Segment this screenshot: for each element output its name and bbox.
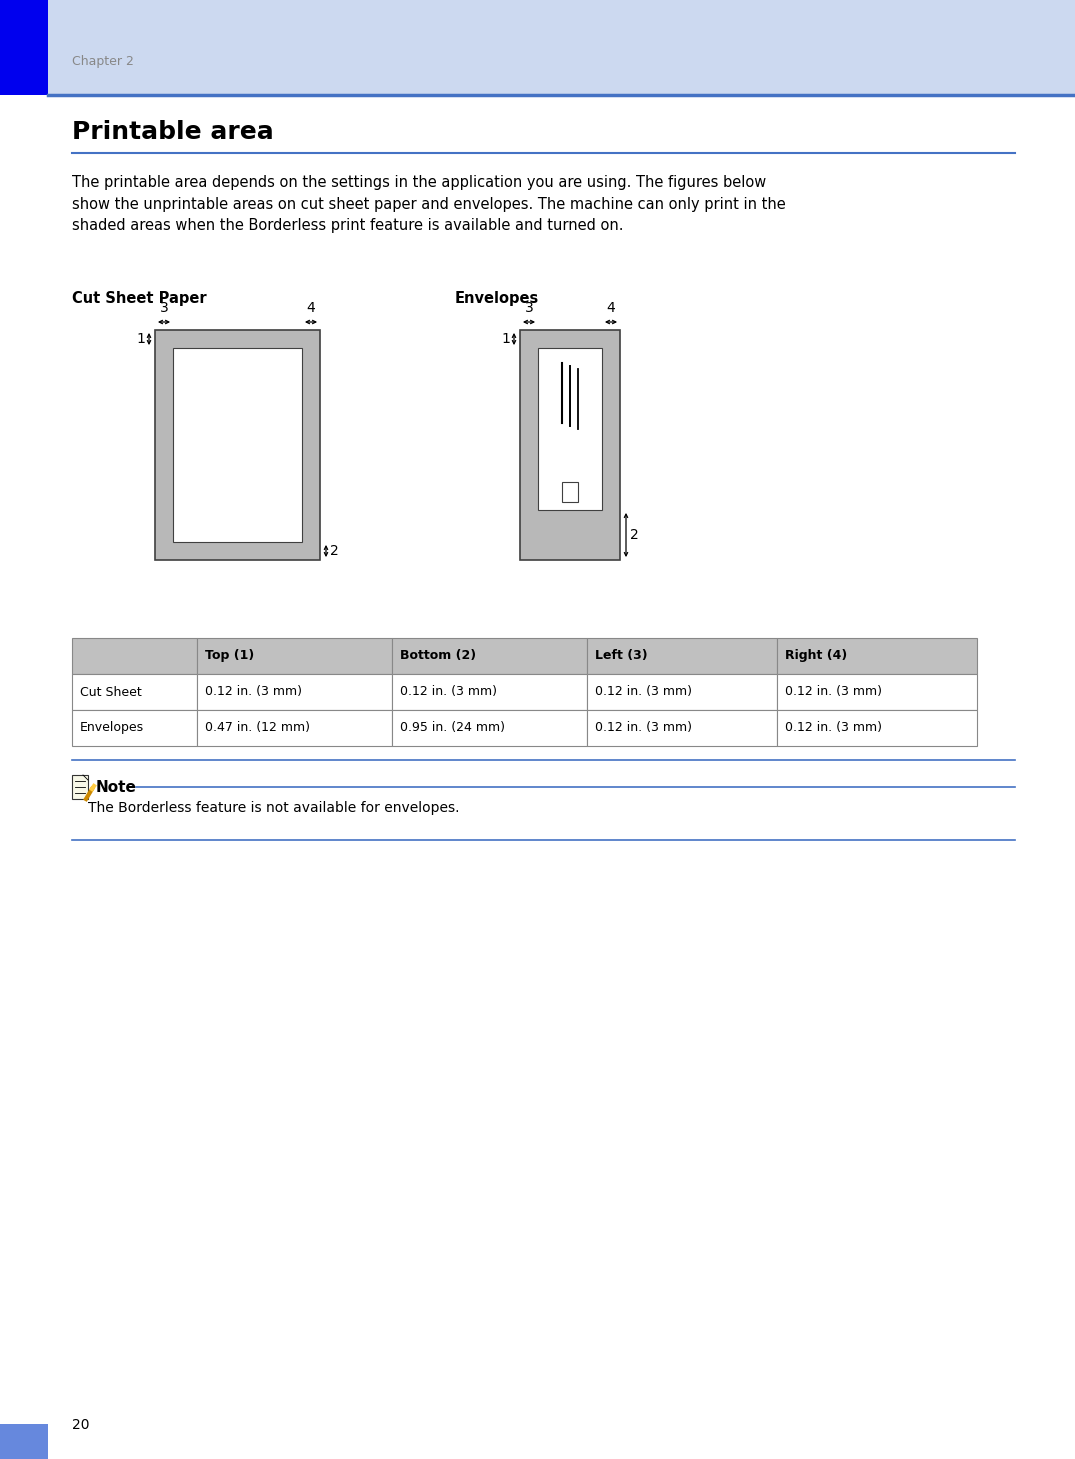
Text: Right (4): Right (4) — [785, 649, 847, 662]
Bar — [197, 638, 392, 674]
Bar — [392, 711, 587, 746]
Text: 1: 1 — [137, 333, 145, 346]
Bar — [197, 711, 392, 746]
Bar — [0, 0, 1075, 95]
Text: 2: 2 — [330, 544, 339, 557]
Text: Cut Sheet Paper: Cut Sheet Paper — [72, 290, 206, 305]
Text: Left (3): Left (3) — [594, 649, 647, 662]
Text: Cut Sheet: Cut Sheet — [80, 686, 142, 699]
Bar — [392, 638, 587, 674]
Text: Envelopes: Envelopes — [455, 290, 540, 305]
Text: 0.12 in. (3 mm): 0.12 in. (3 mm) — [785, 722, 882, 734]
Text: 0.47 in. (12 mm): 0.47 in. (12 mm) — [205, 722, 310, 734]
Text: Chapter 2: Chapter 2 — [72, 55, 134, 69]
Text: 0.12 in. (3 mm): 0.12 in. (3 mm) — [205, 686, 302, 699]
Text: 0.95 in. (24 mm): 0.95 in. (24 mm) — [400, 722, 505, 734]
Text: Printable area: Printable area — [72, 120, 274, 144]
Text: 2: 2 — [630, 528, 639, 541]
Bar — [0, 1424, 48, 1459]
Text: Top (1): Top (1) — [205, 649, 255, 662]
Bar — [587, 674, 777, 711]
Bar — [777, 711, 977, 746]
Text: The printable area depends on the settings in the application you are using. The: The printable area depends on the settin… — [72, 175, 786, 233]
Text: 0.12 in. (3 mm): 0.12 in. (3 mm) — [594, 722, 692, 734]
Text: 3: 3 — [159, 301, 169, 315]
Text: 4: 4 — [306, 301, 315, 315]
Bar — [777, 638, 977, 674]
Bar — [520, 330, 620, 560]
Bar — [155, 330, 320, 560]
Bar — [587, 638, 777, 674]
Bar — [587, 711, 777, 746]
Bar — [72, 674, 197, 711]
Bar — [72, 775, 88, 800]
Text: 0.12 in. (3 mm): 0.12 in. (3 mm) — [400, 686, 497, 699]
Bar — [392, 674, 587, 711]
Text: 0.12 in. (3 mm): 0.12 in. (3 mm) — [594, 686, 692, 699]
Bar — [72, 711, 197, 746]
Text: Envelopes: Envelopes — [80, 722, 144, 734]
Bar — [538, 349, 602, 511]
Bar — [173, 349, 302, 541]
Text: Note: Note — [96, 779, 137, 795]
Bar — [562, 481, 578, 502]
Bar — [0, 0, 48, 95]
Text: 20: 20 — [72, 1418, 89, 1431]
Text: 4: 4 — [606, 301, 615, 315]
Bar — [197, 674, 392, 711]
Bar — [777, 674, 977, 711]
Text: Bottom (2): Bottom (2) — [400, 649, 476, 662]
Bar — [72, 638, 197, 674]
Text: 1: 1 — [501, 333, 510, 346]
Text: The Borderless feature is not available for envelopes.: The Borderless feature is not available … — [88, 801, 459, 816]
Text: 0.12 in. (3 mm): 0.12 in. (3 mm) — [785, 686, 882, 699]
Text: 3: 3 — [525, 301, 533, 315]
